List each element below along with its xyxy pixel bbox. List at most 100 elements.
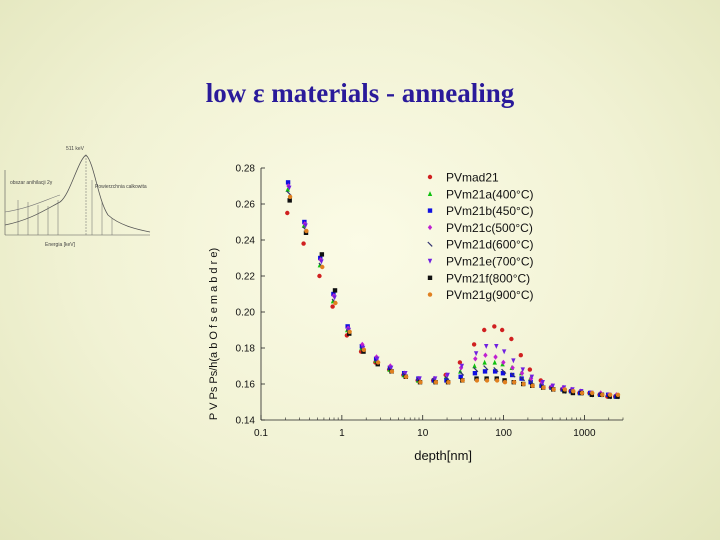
inset-right-label: Powierzchnia całkowita [95,184,147,190]
legend-label: PVm21f(800°C) [446,271,530,285]
data-point [304,228,309,234]
legend-marker [427,191,433,196]
data-point [473,356,478,362]
data-point [500,371,506,376]
data-point [590,390,595,396]
data-point [319,259,324,265]
legend-marker [427,275,433,280]
data-point [418,380,423,385]
data-point [417,376,422,382]
inset-spectrum-curve [4,154,151,233]
data-point [571,389,576,394]
data-point [502,380,508,385]
data-point [460,378,465,383]
x-tick-label: 10 [417,428,429,439]
data-point [471,342,477,347]
data-point [530,383,535,388]
data-point [445,372,450,378]
data-point [317,273,322,279]
data-point [332,295,337,301]
legend-marker [427,174,433,180]
y-tick-label: 0.24 [236,236,256,247]
data-point [520,367,525,373]
legend-marker [427,241,433,247]
data-point [483,365,489,371]
data-point [319,252,325,257]
data-point [459,363,465,369]
data-point [458,370,465,376]
legend-label: PVm21g(900°C) [446,288,534,302]
data-point [509,336,514,342]
data-point [433,380,439,385]
inset-spectrum-figure: 511 keV obszar anihilacji 2γ Powierzchni… [4,146,151,248]
data-point [615,392,621,397]
inset-peak-label: 511 keV [66,146,85,152]
data-point [494,378,500,383]
data-point [472,371,478,376]
data-point [492,369,498,374]
legend-marker [427,258,433,264]
data-point [432,376,438,382]
data-point [510,372,516,378]
scatter-chart: 0.28 0.26 0.24 0.22 0.20 0.18 0.16 0.140.1 1 10 10… [208,164,624,463]
legend-marker [427,292,433,297]
data-point [492,359,497,365]
data-point [562,387,568,392]
data-point [301,241,306,246]
data-point [457,360,463,365]
x-tick-label: 1 [339,428,345,439]
y-tick-label: 0.18 [236,344,256,355]
inset-bottom-label: Energia [keV] [45,242,76,248]
data-point [493,354,498,360]
data-point [360,341,365,348]
data-point [482,369,488,374]
data-point [482,359,487,365]
y-tick-label: 0.28 [236,164,256,175]
data-point [472,363,477,369]
y-tick-label: 0.22 [236,272,256,283]
data-point [521,381,526,387]
data-point [492,324,497,329]
data-point [501,368,507,375]
inset-secondary-curve [4,194,61,213]
data-point [499,327,505,333]
data-point [529,374,535,380]
data-point [551,387,556,392]
y-axis-label: P V Ps Ps/h(a b O f s e m a b d r e) [208,248,220,420]
data-point [388,365,394,371]
data-point [285,210,290,216]
y-tick-label: 0.14 [236,416,256,427]
data-point [474,378,480,383]
data-point [519,370,525,376]
inset-left-label: obszar anihilacji 2γ [10,180,53,186]
data-point [458,374,463,379]
data-point [389,369,395,374]
slide-title: low ε materials - annealing [205,78,515,108]
data-point [550,383,556,389]
data-point [473,351,479,357]
data-point [303,223,308,229]
data-point [287,185,292,191]
legend-label: PVm21b(450°C) [446,204,534,218]
data-point [403,371,408,376]
data-point [320,264,325,270]
data-point [511,380,517,385]
y-tick-label: 0.20 [236,308,256,319]
x-tick-label: 100 [495,428,512,439]
data-point [375,356,380,362]
data-point [527,367,533,372]
data-point [511,358,516,364]
legend-label: PVmad21 [446,171,499,185]
data-point [473,366,479,373]
data-point [483,352,488,358]
data-point [482,327,487,333]
legend-label: PVm21c(500°C) [446,221,533,235]
x-tick-label: 1000 [573,428,596,439]
y-tick-label: 0.26 [236,200,256,211]
data-point [332,288,338,293]
y-tick-label: 0.16 [236,380,256,391]
data-point [501,359,506,366]
legend-marker [427,208,433,213]
data-point [501,349,507,355]
data-point [285,180,291,185]
